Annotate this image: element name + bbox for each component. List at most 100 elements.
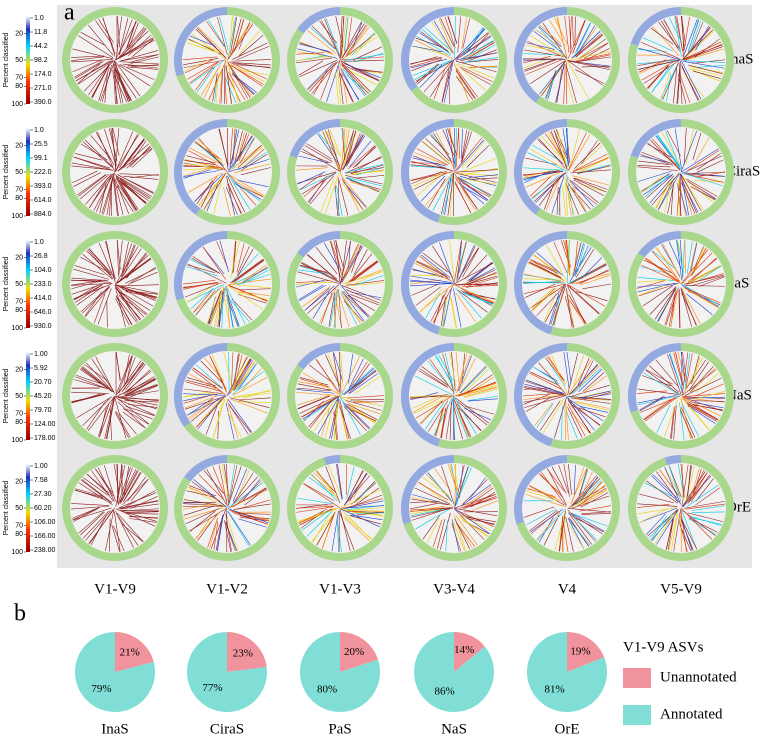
tree-branch [581, 513, 611, 515]
tree-branch [571, 187, 591, 210]
tree-branch [240, 153, 268, 171]
tree-branch [195, 290, 216, 316]
tree-branch [183, 163, 222, 170]
tree-branch [240, 516, 270, 522]
tree-branch [466, 27, 485, 53]
tree-branch [687, 512, 723, 522]
tree-branch [410, 170, 447, 181]
tree-branch [414, 487, 450, 505]
tree-branch [451, 523, 462, 552]
ring-classified [287, 231, 393, 337]
tree-branch [72, 59, 103, 73]
tree-branch [196, 66, 215, 93]
tree-branch [195, 364, 224, 389]
tree-branch [218, 128, 229, 165]
tree-branch [656, 404, 671, 433]
tree-branch [114, 179, 130, 214]
tree-branch [126, 409, 153, 420]
tree-branch [109, 518, 111, 552]
tree-branch [655, 359, 679, 387]
tree-branch [343, 515, 372, 539]
tree-branch [117, 401, 146, 429]
tree-branch [232, 42, 268, 60]
tree-branch [130, 385, 158, 398]
tree-branch [301, 262, 336, 280]
tree-branch [639, 59, 668, 74]
tree-background [409, 127, 499, 217]
tree-branch [452, 521, 465, 551]
tree-branch [641, 60, 675, 81]
tree-background [70, 463, 160, 553]
tree-branch [348, 260, 378, 283]
tree-branch [117, 258, 152, 284]
tree-branch [346, 395, 385, 399]
tree-branch [104, 397, 115, 439]
tree-branch [183, 167, 216, 171]
legend-label: Unannotated [660, 669, 737, 685]
tree-branch [568, 60, 610, 71]
tree-branch [567, 407, 583, 438]
tree-branch [313, 399, 335, 432]
tree-branch [470, 66, 498, 69]
tree-branch [115, 284, 157, 300]
tree-branch [454, 508, 485, 541]
tree-branch [686, 503, 725, 510]
tree-branch [698, 276, 725, 287]
tree-branch [315, 246, 338, 274]
tree-branch [237, 248, 254, 277]
tree-branch [231, 59, 272, 62]
tree-branch [669, 17, 682, 43]
tree-branch [71, 277, 108, 282]
tree-branch [466, 485, 493, 506]
tree-branch [525, 379, 565, 394]
tree-branch [182, 392, 216, 398]
tree-branch [103, 172, 116, 215]
tree-branch [564, 178, 569, 217]
ring-classified [62, 455, 168, 561]
tree-branch [464, 374, 493, 395]
tree-branch [74, 61, 104, 79]
tree-branch [412, 45, 443, 53]
tree-branch [461, 129, 468, 161]
tree-branch [297, 497, 333, 505]
tree-branch [229, 358, 251, 394]
tree-branch [569, 129, 580, 169]
tree-branch [649, 175, 674, 204]
tree-branch [299, 508, 333, 526]
tree-branch [668, 465, 682, 498]
tree-branch [692, 511, 725, 513]
legend-swatch [623, 705, 651, 725]
tree-branch [333, 288, 339, 328]
tree-branch [563, 64, 566, 104]
tree-branch [307, 30, 337, 54]
tree-branch [453, 467, 472, 508]
tree-branch [115, 508, 156, 527]
tree-branch [352, 146, 377, 169]
tree-branch [226, 172, 257, 206]
tree-branch [226, 515, 239, 551]
tree-branch [346, 466, 355, 499]
tree-branch [411, 395, 441, 410]
tree-branch [460, 366, 488, 394]
tree-branch [126, 290, 158, 295]
tree-branch [307, 284, 340, 314]
tree-branch [456, 63, 486, 91]
tree-branch [343, 53, 384, 61]
panel-label: a [64, 0, 75, 26]
tree-branch [344, 164, 384, 173]
tree-branch [680, 410, 694, 439]
tree-branch [551, 466, 567, 494]
tree-branch [443, 61, 454, 103]
tree-branch [188, 398, 214, 419]
tree-branch [538, 26, 562, 47]
tree-branch [438, 18, 454, 54]
tree-branch [233, 19, 245, 52]
tree-branch [298, 284, 324, 300]
tree-branch [569, 247, 592, 282]
tree-branch [529, 510, 558, 532]
tree-branch [313, 68, 328, 96]
tree-branch [447, 128, 457, 155]
tree-branch [341, 356, 360, 395]
tree-branch [638, 160, 669, 165]
scale-tick-label: 100 [11, 549, 23, 556]
